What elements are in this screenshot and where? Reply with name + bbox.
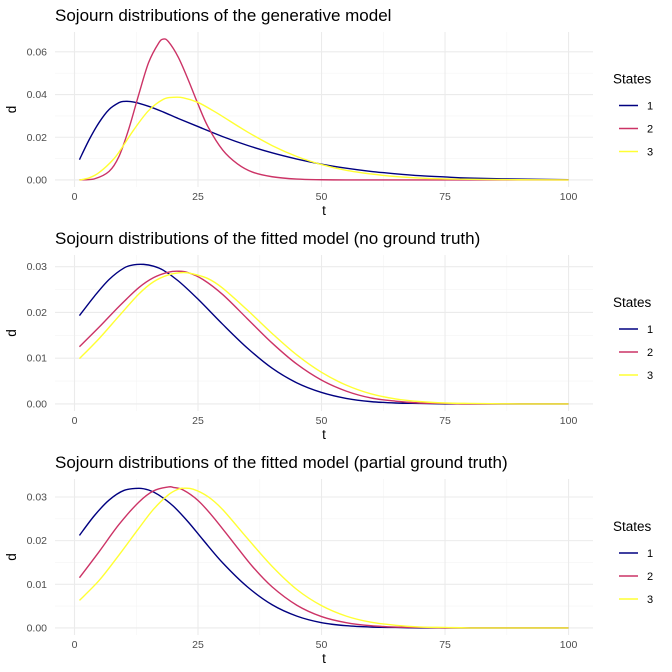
x-tick-label: 75 [439, 191, 451, 203]
legend-label: 1 [647, 324, 653, 336]
legend: States 1 2 3 [613, 519, 653, 606]
legend-title: States [613, 295, 652, 310]
y-tick-label: 0.02 [27, 535, 48, 547]
series-line-state-3 [78, 271, 569, 405]
legend: States 1 2 3 [613, 72, 653, 159]
y-tick-label: 0.04 [27, 89, 48, 101]
y-tick-label: 0.06 [27, 46, 48, 58]
panel-title: Sojourn distributions of the generative … [55, 6, 391, 25]
y-tick-label: 0.00 [27, 622, 48, 634]
y-tick-label: 0.03 [27, 492, 48, 504]
series-line-state-3 [78, 487, 569, 629]
legend-title: States [613, 519, 652, 534]
panel-2: Sojourn distributions of the fitted mode… [4, 229, 653, 442]
panel-title: Sojourn distributions of the fitted mode… [55, 229, 480, 248]
panel-1: Sojourn distributions of the generative … [4, 6, 653, 218]
y-tick-label: 0.01 [27, 579, 48, 591]
x-tick-label: 50 [316, 191, 328, 203]
x-tick-label: 25 [192, 639, 204, 651]
series-line-state-3 [79, 96, 569, 181]
y-tick-label: 0.00 [27, 174, 48, 186]
y-tick-label: 0.01 [27, 353, 48, 365]
x-tick-label: 75 [439, 415, 451, 427]
x-tick-label: 0 [72, 415, 78, 427]
legend-label: 3 [647, 594, 653, 606]
x-tick-label: 25 [192, 191, 204, 203]
x-tick-label: 50 [316, 415, 328, 427]
x-tick-label: 50 [316, 639, 328, 651]
y-tick-label: 0.02 [27, 132, 48, 144]
x-tick-label: 100 [560, 639, 578, 651]
y-axis-title: d [4, 106, 19, 114]
legend-label: 1 [647, 101, 653, 113]
x-tick-label: 100 [560, 415, 578, 427]
legend-label: 1 [647, 548, 653, 560]
x-tick-label: 75 [439, 639, 451, 651]
series-line-state-1 [78, 100, 569, 181]
x-tick-label: 0 [72, 191, 78, 203]
y-axis-title: d [4, 329, 19, 337]
y-tick-label: 0.03 [27, 261, 48, 273]
series-line-state-2 [79, 38, 569, 181]
legend-label: 3 [647, 147, 653, 159]
x-axis-title: t [322, 427, 326, 442]
x-tick-label: 100 [560, 191, 578, 203]
series-line-state-2 [78, 270, 569, 405]
legend-title: States [613, 72, 652, 87]
legend-label: 2 [647, 571, 653, 583]
x-axis-title: t [322, 203, 326, 218]
legend-label: 2 [647, 124, 653, 136]
panel-title: Sojourn distributions of the fitted mode… [55, 453, 508, 472]
y-tick-label: 0.00 [27, 398, 48, 410]
y-tick-label: 0.02 [27, 307, 48, 319]
legend: States 1 2 3 [613, 295, 653, 382]
legend-label: 2 [647, 347, 653, 359]
y-axis-title: d [4, 553, 19, 561]
legend-label: 3 [647, 370, 653, 382]
x-tick-label: 0 [72, 639, 78, 651]
panel-3: Sojourn distributions of the fitted mode… [4, 453, 653, 666]
x-tick-label: 25 [192, 415, 204, 427]
x-axis-title: t [322, 651, 326, 666]
